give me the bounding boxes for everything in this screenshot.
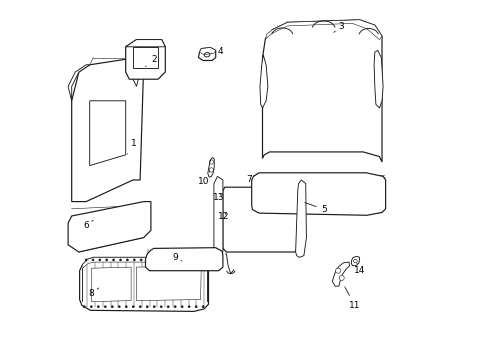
Circle shape [181, 306, 183, 308]
Circle shape [104, 306, 106, 308]
Circle shape [174, 259, 176, 261]
Text: 10: 10 [198, 171, 209, 186]
Polygon shape [145, 248, 223, 271]
Circle shape [97, 306, 99, 308]
Circle shape [202, 306, 204, 308]
Circle shape [147, 259, 149, 261]
Circle shape [111, 306, 113, 308]
Circle shape [112, 259, 115, 261]
Polygon shape [351, 256, 359, 266]
Polygon shape [68, 65, 89, 101]
Polygon shape [68, 202, 151, 252]
Polygon shape [207, 158, 214, 177]
Text: 9: 9 [172, 253, 182, 262]
Polygon shape [373, 50, 382, 108]
Circle shape [154, 259, 156, 261]
Text: 13: 13 [212, 193, 224, 202]
Circle shape [167, 259, 169, 261]
Circle shape [181, 259, 183, 261]
Text: 14: 14 [353, 263, 365, 275]
Text: 11: 11 [344, 287, 360, 310]
Polygon shape [262, 20, 381, 162]
Polygon shape [125, 40, 165, 79]
Circle shape [188, 259, 190, 261]
Polygon shape [265, 20, 381, 40]
Circle shape [125, 306, 127, 308]
Polygon shape [251, 173, 385, 215]
Circle shape [133, 259, 135, 261]
Text: 4: 4 [211, 48, 223, 57]
Polygon shape [199, 48, 215, 55]
Polygon shape [260, 55, 267, 108]
Circle shape [85, 259, 87, 261]
Polygon shape [80, 257, 208, 311]
Circle shape [339, 275, 344, 280]
Circle shape [99, 259, 101, 261]
Polygon shape [133, 47, 158, 68]
Text: 5: 5 [304, 203, 326, 214]
Circle shape [119, 259, 122, 261]
Circle shape [92, 259, 94, 261]
Circle shape [167, 306, 169, 308]
Polygon shape [72, 58, 143, 202]
Circle shape [195, 259, 197, 261]
Circle shape [160, 306, 162, 308]
Polygon shape [82, 257, 208, 268]
Circle shape [195, 306, 197, 308]
Circle shape [146, 306, 148, 308]
Circle shape [353, 259, 356, 263]
Text: 8: 8 [88, 288, 99, 298]
Circle shape [126, 259, 128, 261]
Text: 3: 3 [333, 22, 343, 32]
Text: 7: 7 [245, 174, 257, 184]
Polygon shape [332, 262, 349, 286]
Circle shape [105, 259, 108, 261]
Polygon shape [223, 187, 297, 252]
Text: 2: 2 [145, 55, 156, 67]
Circle shape [153, 306, 155, 308]
Text: 1: 1 [127, 139, 136, 154]
Polygon shape [129, 58, 143, 86]
Text: 12: 12 [218, 212, 229, 221]
Polygon shape [91, 267, 131, 302]
Polygon shape [136, 266, 201, 301]
Circle shape [118, 306, 120, 308]
Text: 6: 6 [83, 220, 93, 230]
Circle shape [90, 306, 92, 308]
Circle shape [188, 306, 190, 308]
Circle shape [83, 306, 85, 308]
Polygon shape [198, 48, 215, 60]
Circle shape [140, 259, 142, 261]
Circle shape [335, 268, 340, 273]
Circle shape [174, 306, 176, 308]
Circle shape [161, 259, 163, 261]
Polygon shape [125, 40, 165, 47]
Circle shape [139, 306, 141, 308]
Polygon shape [89, 101, 125, 166]
Circle shape [132, 306, 134, 308]
Polygon shape [213, 176, 223, 254]
Circle shape [202, 259, 204, 261]
Polygon shape [295, 180, 306, 257]
